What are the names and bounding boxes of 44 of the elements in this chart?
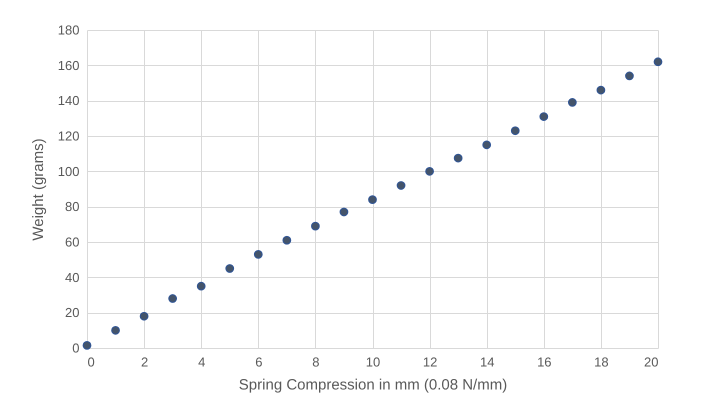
y-tick-label: 160	[58, 58, 80, 73]
y-tick-label: 0	[72, 340, 80, 356]
x-axis-title: Spring Compression in mm (0.08 N/mm)	[238, 376, 508, 394]
y-tick-label: 40	[65, 270, 80, 285]
point	[539, 112, 548, 121]
x-tick-label: 20	[644, 354, 658, 370]
point	[111, 326, 120, 335]
x-tick-label: 16	[537, 354, 552, 370]
y-tick-label: 140	[58, 93, 80, 108]
point	[225, 264, 234, 273]
point	[568, 98, 577, 107]
y-tick-label: 120	[58, 128, 80, 144]
x-tick-label: 18	[594, 354, 609, 370]
point	[168, 294, 178, 303]
x-tick-label: 0	[88, 354, 95, 370]
point	[425, 166, 434, 176]
y-axis-title: Weight (grams)	[30, 138, 47, 241]
x-tick-label: 4	[198, 354, 206, 370]
point	[454, 154, 463, 162]
x-tick-label: 14	[480, 354, 494, 370]
point	[140, 312, 148, 321]
point	[510, 126, 520, 136]
y-tick-label: 100	[58, 164, 80, 179]
y-tick-label: 180	[58, 22, 80, 38]
point	[396, 181, 406, 190]
x-tick-label: 6	[255, 354, 262, 370]
x-tick-label: 10	[366, 354, 380, 370]
point	[340, 208, 348, 216]
point	[654, 57, 662, 66]
point	[196, 282, 206, 291]
point	[254, 250, 263, 259]
y-tick-label: 80	[65, 199, 80, 214]
point	[282, 236, 292, 245]
y-tick-label: 20	[65, 305, 80, 320]
x-tick-label: 12	[422, 354, 438, 370]
point	[368, 195, 377, 204]
y-tick-label: 60	[65, 234, 80, 250]
point	[311, 222, 320, 230]
point	[82, 340, 92, 350]
point	[596, 86, 606, 94]
x-tick-label: 8	[312, 354, 320, 370]
x-tick-label: 2	[140, 354, 148, 370]
point	[625, 72, 634, 80]
point	[482, 140, 492, 150]
